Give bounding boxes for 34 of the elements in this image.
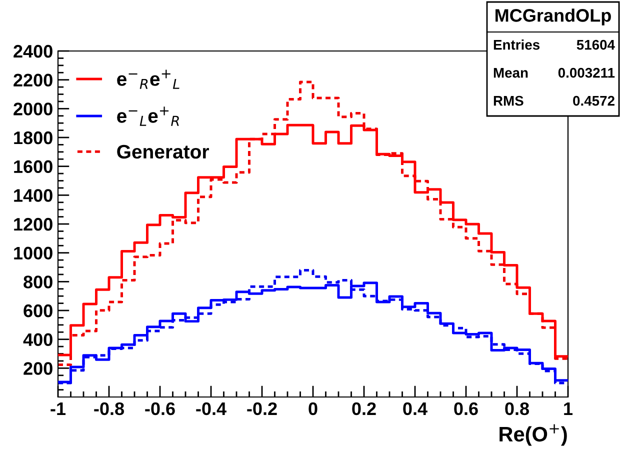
text: MCGrandOLp	[496, 8, 611, 26]
x-tick-label: 0.8	[505, 402, 529, 416]
y-tick-label: 600	[24, 304, 52, 318]
x-tick-label: 0	[308, 402, 318, 416]
y-tick-label: 400	[23, 333, 52, 346]
x-tick-label: 0.4	[403, 402, 428, 416]
y-tick-label: 1200	[14, 218, 52, 231]
annotation: 0.003211	[558, 68, 615, 78]
y-tick-label: 200	[24, 362, 52, 375]
x-tick-label: -0.2	[247, 402, 277, 416]
annotation: Mean	[494, 68, 528, 78]
x-tick-label: -0.4	[196, 402, 226, 416]
x-tick-label: -0.8	[94, 402, 124, 416]
legend-label: Generator	[117, 144, 209, 159]
x-axis-title: Re(O$^{+}$)	[500, 424, 567, 446]
x-tick-label: 0.2	[352, 402, 376, 416]
annotation: RMS	[494, 96, 524, 106]
text: Entries	[494, 40, 540, 50]
text: 51604	[576, 40, 615, 50]
y-tick-label: 2000	[14, 102, 52, 116]
y-tick-label: 2400	[14, 44, 52, 58]
legend-label: e$^{−}$$_{L}$e$^{+}$$_{R}$	[117, 106, 179, 126]
y-tick-label: 1800	[14, 131, 52, 144]
text: 0.4572	[573, 96, 614, 106]
x-tick-label: -0.6	[145, 402, 175, 416]
x-tick-label: 0.6	[454, 402, 478, 416]
x-tick-label: -1	[50, 402, 66, 415]
x-tick-label: 1	[564, 402, 573, 415]
y-tick-label: 1000	[14, 246, 52, 260]
y-tick-label: 800	[24, 276, 52, 288]
legend-label: e$^{−}$$_{R}$e$^{+}$$_{L}$	[117, 70, 180, 89]
y-tick-label: 1400	[14, 189, 52, 202]
y-tick-label: 1600	[14, 160, 52, 174]
y-tick-label: 2200	[14, 74, 52, 87]
